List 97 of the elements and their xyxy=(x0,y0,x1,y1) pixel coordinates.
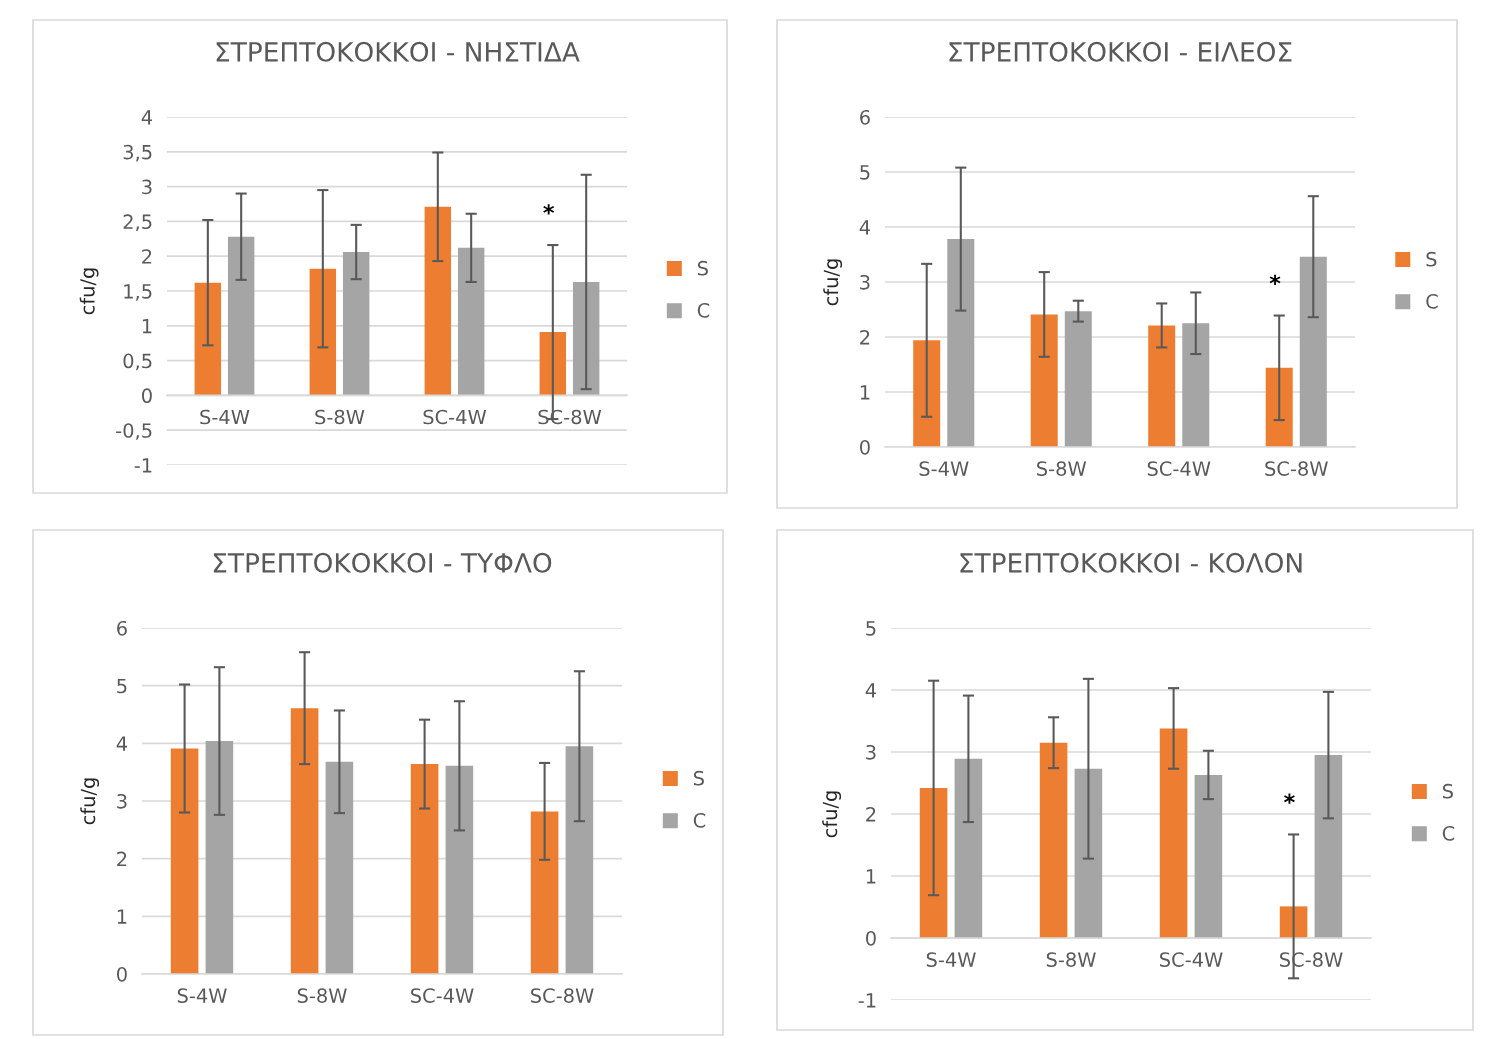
bar xyxy=(1159,728,1188,938)
legend-label: C xyxy=(1426,294,1438,309)
bar xyxy=(1182,323,1210,447)
bar xyxy=(1148,325,1176,447)
x-tick-label: S-4W xyxy=(200,409,250,425)
annotation: * xyxy=(543,204,555,215)
bar xyxy=(1299,256,1327,447)
y-tick-label: 0 xyxy=(142,388,152,404)
annotation: * xyxy=(1284,793,1295,804)
y-tick-label: -0,5 xyxy=(116,423,152,440)
chart-title: ΣΤΡΕΠΤΟΚΟΚΚΟΙ - ΚΟΛΟΝ xyxy=(960,552,1302,573)
bar xyxy=(227,236,255,396)
bar xyxy=(325,761,354,974)
bar xyxy=(424,206,452,396)
x-tick-label: SC-4W xyxy=(1160,952,1223,967)
x-tick-label: SC-4W xyxy=(1147,461,1211,476)
y-tick-label: 3 xyxy=(866,744,876,760)
bar xyxy=(290,708,319,974)
y-tick-label: 0 xyxy=(117,966,127,982)
bar xyxy=(457,247,485,396)
bar xyxy=(170,748,199,974)
bar xyxy=(1030,314,1058,447)
legend-label: S xyxy=(1442,783,1453,799)
y-tick-label: 0 xyxy=(860,439,870,455)
bar xyxy=(954,758,983,938)
x-tick-label: S-4W xyxy=(926,952,976,967)
y-axis-title: cfu/g xyxy=(822,791,842,838)
y-tick-label: 1 xyxy=(142,319,152,334)
y-tick-label: 3 xyxy=(117,793,127,809)
x-tick-label: S-4W xyxy=(919,461,969,476)
legend-label: C xyxy=(693,813,706,828)
y-tick-label: 2 xyxy=(117,851,127,867)
annotation: * xyxy=(1269,274,1281,285)
y-tick-label: 6 xyxy=(117,620,127,636)
bar xyxy=(194,282,222,396)
y-tick-label: 3,5 xyxy=(123,144,152,162)
bar xyxy=(565,746,594,974)
y-tick-label: 5 xyxy=(860,165,870,180)
x-tick-label: SC-4W xyxy=(423,409,487,425)
x-tick-label: S-8W xyxy=(315,409,365,425)
bar xyxy=(919,787,948,938)
bar xyxy=(410,764,439,974)
legend-label: S xyxy=(697,260,708,276)
y-tick-label: 4 xyxy=(116,736,128,751)
y-tick-label: 1 xyxy=(860,385,870,400)
y-tick-label: 1 xyxy=(117,909,127,924)
bar xyxy=(1194,774,1223,938)
chart-title: ΣΤΡΕΠΤΟΚΟΚΚΟΙ - ΝΗΣΤΙΔΑ xyxy=(216,41,580,62)
legend-label: S xyxy=(1426,251,1437,267)
y-tick-label: 5 xyxy=(866,621,876,636)
bar xyxy=(342,252,370,396)
y-tick-label: 5 xyxy=(117,678,127,694)
bar xyxy=(1074,768,1103,938)
bar xyxy=(445,765,474,974)
x-tick-label: SC-4W xyxy=(411,988,474,1003)
y-tick-label: 3 xyxy=(142,179,152,195)
y-tick-label: 4 xyxy=(141,110,153,125)
y-axis-title: cfu/g xyxy=(80,778,100,825)
x-tick-label: S-8W xyxy=(1037,461,1087,476)
x-tick-label: SC-8W xyxy=(531,988,594,1003)
x-tick-label: S-8W xyxy=(297,988,347,1003)
legend-label: C xyxy=(697,303,710,318)
bar xyxy=(913,340,941,447)
legend-label: S xyxy=(693,770,704,786)
bar xyxy=(1265,367,1293,447)
x-tick-label: S-8W xyxy=(1046,952,1096,967)
y-axis-title: cfu/g xyxy=(79,268,99,315)
bar xyxy=(572,281,600,396)
bar xyxy=(947,239,975,447)
y-tick-label: 0 xyxy=(866,930,876,946)
bar xyxy=(309,268,337,396)
y-tick-label: -1 xyxy=(134,458,152,473)
y-tick-label: 4 xyxy=(859,220,871,235)
y-tick-label: 1,5 xyxy=(124,284,152,301)
x-tick-label: SC-8W xyxy=(1265,461,1328,476)
y-tick-label: -1 xyxy=(858,993,876,1008)
y-tick-label: 6 xyxy=(860,109,870,125)
y-tick-label: 2 xyxy=(866,806,876,822)
y-tick-label: 0,5 xyxy=(123,353,152,371)
y-tick-label: 4 xyxy=(865,683,877,698)
y-tick-label: 1 xyxy=(866,869,876,884)
x-tick-label: SC-8W xyxy=(538,409,602,425)
chart-title: ΣΤΡΕΠΤΟΚΟΚΚΟΙ - ΕΙΛΕΟΣ xyxy=(949,41,1292,62)
bar xyxy=(1039,742,1068,938)
y-tick-label: 2 xyxy=(142,249,152,264)
bar xyxy=(1314,755,1343,938)
bar xyxy=(530,811,559,974)
x-tick-label: S-4W xyxy=(177,988,227,1003)
y-tick-label: 3 xyxy=(860,274,870,290)
y-tick-label: 2,5 xyxy=(123,214,152,232)
bar xyxy=(205,741,234,974)
bar xyxy=(1064,311,1092,447)
legend-label: C xyxy=(1442,826,1455,841)
y-tick-label: 2 xyxy=(860,329,870,345)
y-axis-title: cfu/g xyxy=(823,259,843,306)
bar xyxy=(539,332,567,396)
chart-title: ΣΤΡΕΠΤΟΚΟΚΚΟΙ - ΤΥΦΛΟ xyxy=(213,552,552,573)
